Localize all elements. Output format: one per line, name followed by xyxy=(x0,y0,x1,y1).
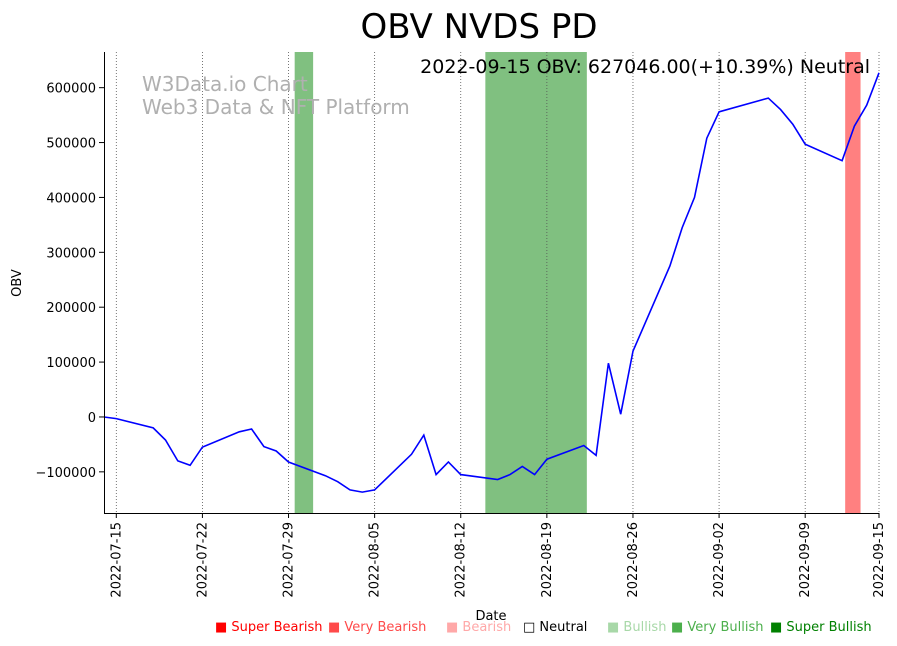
legend-label: Bullish xyxy=(623,620,667,635)
shaded-regions xyxy=(294,52,861,513)
chart-title: OBV NVDS PD xyxy=(360,7,597,47)
x-tick-label: 2022-08-26 xyxy=(626,522,641,598)
shaded-region-2 xyxy=(485,52,587,513)
legend-label: Bearish xyxy=(462,620,512,635)
y-tick-label: −100000 xyxy=(35,466,96,481)
watermark-line-2: Web3 Data & NFT Platform xyxy=(142,95,410,119)
x-tick-label: 2022-08-12 xyxy=(454,522,469,598)
x-tick-label: 2022-07-22 xyxy=(195,522,210,598)
legend-label: Very Bullish xyxy=(687,620,764,635)
legend-item: □ Neutral xyxy=(523,620,587,635)
x-tick-label: 2022-07-15 xyxy=(109,522,124,598)
legend-label: Super Bearish xyxy=(231,620,323,635)
y-tick-label: 400000 xyxy=(46,191,96,206)
y-tick-label: 100000 xyxy=(46,356,96,371)
y-tick-label: 500000 xyxy=(46,137,96,152)
obv-series-line xyxy=(103,72,880,493)
legend-label: Neutral xyxy=(539,620,588,635)
legend-swatch-icon: □ xyxy=(523,620,540,635)
legend-item: ■ Very Bearish xyxy=(328,620,426,635)
legend-swatch-icon: ■ xyxy=(215,620,232,635)
obv-summary: 2022-09-15 OBV: 627046.00(+10.39%) Neutr… xyxy=(420,56,870,78)
x-tick-label: 2022-07-29 xyxy=(282,522,297,598)
legend-label: Super Bullish xyxy=(786,620,872,635)
grid-lines xyxy=(115,52,880,513)
y-axis-label: OBV xyxy=(10,269,25,297)
legend-item: ■ Very Bullish xyxy=(671,620,763,635)
legend-item: ■ Bullish xyxy=(607,620,666,635)
legend-swatch-icon: ■ xyxy=(770,620,787,635)
legend-label: Very Bearish xyxy=(344,620,427,635)
x-tick-label: 2022-09-09 xyxy=(798,522,813,598)
y-ticks: −100000 0 100000 200000 300000 400000 500000 60… xyxy=(35,82,104,481)
x-tick-label: 2022-08-19 xyxy=(540,522,555,598)
x-ticks: 2022-07-15 2022-07-22 2022-07-29 2022-08-05… xyxy=(109,513,887,598)
legend-swatch-icon: ■ xyxy=(328,620,345,635)
x-tick-label: 2022-09-02 xyxy=(712,522,727,598)
x-tick-label: 2022-09-15 xyxy=(872,522,887,598)
y-tick-label: 200000 xyxy=(46,301,96,316)
legend-item: ■ Super Bullish xyxy=(770,620,872,635)
legend-swatch-icon: ■ xyxy=(446,620,463,635)
shaded-region-3 xyxy=(845,52,861,513)
shaded-region-1 xyxy=(294,52,314,513)
x-axis-label: Date xyxy=(475,609,506,624)
axes xyxy=(104,52,879,514)
y-tick-label: 300000 xyxy=(46,246,96,261)
y-tick-label: 600000 xyxy=(46,82,96,97)
x-tick-label: 2022-08-05 xyxy=(368,522,383,598)
legend-swatch-icon: ■ xyxy=(607,620,624,635)
watermark-line-1: W3Data.io Chart xyxy=(142,72,308,96)
y-tick-label: 0 xyxy=(88,411,96,426)
legend-item: ■ Bearish xyxy=(446,620,511,635)
legend-item: ■ Super Bearish xyxy=(215,620,323,635)
legend-swatch-icon: ■ xyxy=(671,620,688,635)
